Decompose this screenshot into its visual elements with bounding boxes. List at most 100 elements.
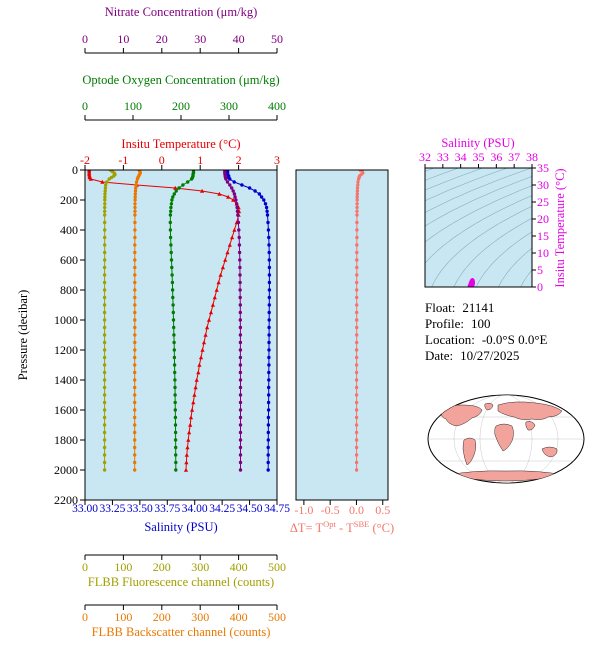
info-profile-label: Profile:	[425, 316, 464, 331]
delta-title-part: ΔT= T	[289, 521, 324, 536]
info-float-value: 21141	[462, 300, 495, 315]
tick-label: 0	[82, 32, 88, 46]
info-profile-value: 100	[471, 316, 491, 331]
info-location-value: -0.0°S 0.0°E	[481, 332, 548, 347]
ts-scatter	[467, 278, 475, 287]
tick-label: 1000	[54, 313, 78, 327]
tick-label: 800	[60, 283, 78, 297]
tick-label: 10	[117, 32, 130, 46]
tick-label: 30	[194, 32, 207, 46]
tick-label: 500	[268, 610, 286, 624]
continent-north-america	[441, 404, 483, 427]
tick-label: 0	[82, 560, 88, 574]
profile-series-fluorescence	[102, 170, 117, 472]
tick-label: 0	[537, 280, 543, 294]
temperature-axis-title: Insitu Temperature (°C)	[121, 137, 241, 151]
tick-label: 30	[537, 178, 549, 192]
world-map	[427, 394, 585, 484]
profile-series-salinity	[225, 170, 272, 472]
tick-label: -0.5	[320, 503, 340, 517]
tick-label: 0	[158, 153, 165, 167]
info-date-label: Date:	[425, 348, 454, 363]
tick-label: 400	[229, 610, 248, 624]
profile-series-backscatter	[133, 170, 142, 472]
continent-eurasia	[497, 401, 563, 420]
info-location-label: Location:	[425, 332, 475, 347]
info-profile: Profile: 100	[425, 316, 491, 332]
tick-label: 0	[82, 610, 88, 624]
profile-series-nitrate	[223, 170, 243, 472]
delta-title-sup-opt: Opt	[323, 519, 336, 529]
panel-background	[296, 170, 388, 500]
profile-series-oxygen	[168, 170, 196, 472]
tick-label: 200	[60, 193, 78, 207]
tick-label: 600	[60, 253, 78, 267]
tick-label: 20	[537, 212, 549, 226]
tick-label: -2	[80, 153, 90, 167]
tick-label: 35	[472, 150, 485, 164]
tick-label: 20	[155, 32, 168, 46]
tick-label: 10	[537, 246, 549, 260]
continent-south-america	[462, 437, 476, 466]
tick-label: 50	[271, 32, 283, 46]
backscatter-axis-title: FLBB Backscatter channel (counts)	[91, 625, 271, 639]
panel-frame	[295, 169, 389, 501]
salinity-axis-title: Salinity (PSU)	[144, 520, 218, 534]
tick-label: 0.5	[375, 503, 391, 517]
tick-label: 2200	[54, 493, 78, 507]
tick-label: -1	[118, 153, 129, 167]
tick-label: 33.00	[72, 503, 98, 515]
panel-frame	[84, 169, 278, 501]
tick-label: 100	[114, 610, 133, 624]
tick-label: 1400	[54, 373, 78, 387]
pressure-axis-label: Pressure (decibar)	[16, 289, 31, 381]
tick-label: 2000	[54, 463, 78, 477]
panel-background	[85, 170, 277, 500]
tick-label: 34	[454, 150, 467, 164]
tick-label: 300	[220, 99, 238, 113]
profile-series-temperature	[87, 170, 242, 472]
tick-label: 15	[537, 229, 549, 243]
tick-label: 2	[235, 153, 242, 167]
info-float-label: Float:	[425, 300, 456, 315]
tick-label: 0	[72, 163, 78, 177]
continent-australia	[541, 446, 558, 458]
info-date: Date: 10/27/2025	[425, 348, 519, 364]
tick-label: 34.50	[236, 503, 263, 515]
tick-label: 100	[114, 560, 133, 574]
continent-greenland	[484, 403, 494, 411]
delta-t-series	[354, 170, 365, 472]
tick-label: 1	[197, 153, 204, 167]
nitrate-axis-title: Nitrate Concentration (μm/kg)	[104, 5, 258, 19]
tick-label: 500	[268, 560, 286, 574]
tick-label: 38	[526, 150, 538, 164]
tick-label: 400	[229, 560, 248, 574]
tick-label: 200	[152, 560, 171, 574]
map-continents	[441, 401, 565, 482]
tick-label: 3	[274, 153, 280, 167]
tick-label: 35	[537, 161, 549, 175]
tick-label: 300	[191, 610, 210, 624]
tick-label: 25	[537, 195, 549, 209]
tick-label: 0	[82, 99, 88, 113]
delta-title-part: - T	[335, 521, 354, 536]
tick-label: 34.75	[264, 503, 290, 515]
tick-label: 33.25	[99, 503, 126, 515]
tick-label: 34.00	[181, 503, 208, 515]
panel-frame	[424, 167, 533, 288]
info-float: Float: 21141	[425, 300, 494, 316]
continent-south-asia	[525, 421, 536, 431]
tick-label: -1.0	[294, 503, 314, 517]
tick-label: 0.0	[348, 503, 364, 517]
tick-label: 36	[490, 150, 503, 164]
tick-label: 400	[60, 223, 78, 237]
tick-label: 34.25	[209, 503, 236, 515]
ts-temperature-axis-label: Insitu Temperature (°C)	[553, 168, 568, 288]
tick-label: 5	[537, 263, 543, 277]
tick-label: 40	[232, 32, 245, 46]
continent-antarctica	[447, 470, 565, 482]
tick-label: 1200	[54, 343, 78, 357]
tick-label: 37	[508, 150, 521, 164]
